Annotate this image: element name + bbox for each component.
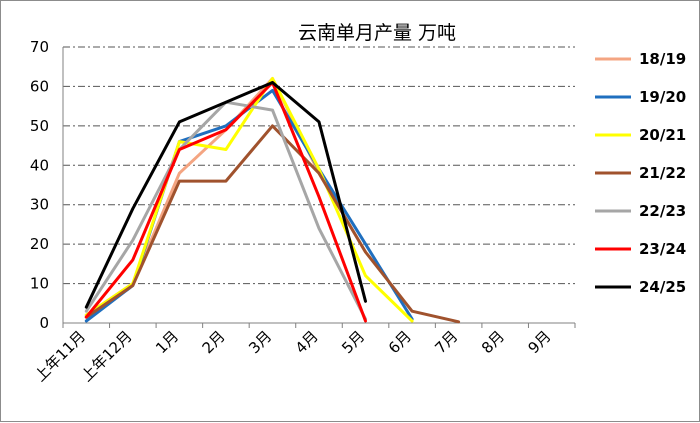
x-tick-label: 5月 [338, 327, 368, 357]
legend-label-21-22: 21/22 [639, 164, 686, 182]
legend: 18/19 19/20 20/21 21/22 22/23 23/24 24/25 [595, 50, 686, 296]
y-tick-label: 60 [30, 77, 49, 95]
series-line-18-19 [84, 77, 367, 317]
y-tick-label: 10 [30, 275, 49, 293]
x-tick-label: 7月 [431, 327, 461, 357]
x-tick-label: 6月 [385, 327, 415, 357]
legend-label-18-19: 18/19 [639, 50, 686, 68]
grid [63, 46, 575, 285]
x-tick-label: 2月 [199, 327, 229, 357]
x-tick-label: 9月 [524, 327, 554, 357]
series-line-24-25 [84, 81, 367, 309]
series-line-21-22 [84, 124, 461, 324]
legend-label-23-24: 23/24 [639, 240, 686, 258]
y-tick-label: 0 [39, 314, 49, 332]
series-line-20-21 [84, 77, 414, 323]
y-tick-label: 40 [30, 156, 49, 174]
y-tick-label: 50 [30, 117, 49, 135]
y-tick-label: 30 [30, 196, 49, 214]
legend-label-20-21: 20/21 [639, 126, 686, 144]
x-tick-label: 8月 [478, 327, 508, 357]
series-lines [84, 77, 461, 324]
legend-label-19-20: 19/20 [639, 88, 686, 106]
chart-title: 云南单月产量 万吨 [298, 22, 456, 44]
x-tick-label: 1月 [152, 327, 182, 357]
x-tick-label: 3月 [245, 327, 275, 357]
legend-label-24-25: 24/25 [639, 278, 686, 296]
legend-label-22-23: 22/23 [639, 202, 686, 220]
x-tick-label: 4月 [292, 327, 322, 357]
x-tick-label: 上年12月 [78, 327, 136, 385]
y-tick-label: 20 [30, 235, 49, 253]
y-tick-label: 70 [30, 38, 49, 56]
series-line-23-24 [84, 81, 367, 323]
